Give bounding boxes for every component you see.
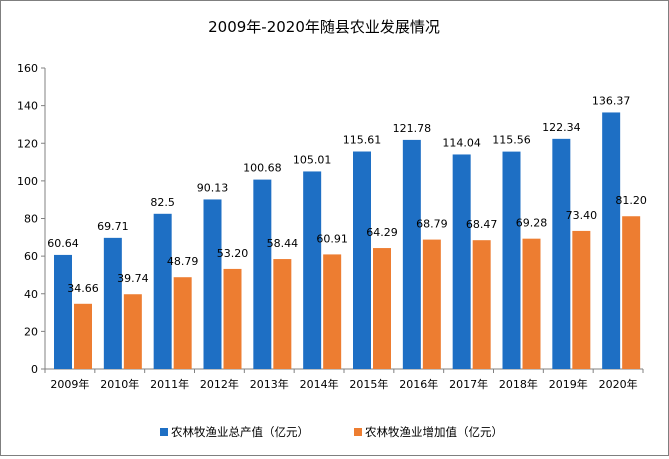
legend-swatch-added-value: [354, 428, 362, 436]
data-label-gross-output: 60.64: [47, 237, 79, 250]
data-label-added-value: 81.20: [615, 194, 647, 207]
data-label-gross-output: 105.01: [293, 153, 332, 166]
y-tick-label: 20: [24, 325, 38, 338]
x-axis: 2009年 2010年 2011年 2012年 2013年 2014年 2015年 2016年…: [44, 368, 644, 391]
bar-gross-output: [502, 151, 521, 369]
bar-gross-output: [552, 138, 571, 369]
x-tick-label: 2020年: [599, 377, 638, 391]
bar-gross-output: [452, 154, 471, 369]
bar-added-value: [373, 248, 391, 369]
bar-gross-output: [253, 179, 272, 369]
data-label-gross-output: 136.37: [592, 94, 631, 107]
data-label-gross-output: 100.68: [243, 162, 282, 175]
y-tick-label: 120: [17, 137, 38, 150]
bar-gross-output: [303, 171, 322, 369]
bar-added-value: [223, 268, 242, 369]
x-tick-label: 2009年: [50, 377, 89, 391]
data-label-gross-output: 121.78: [393, 122, 432, 135]
bar-added-value: [173, 277, 192, 369]
bar-gross-output: [54, 254, 72, 369]
x-tick-label: 2012年: [200, 377, 239, 391]
y-axis: 0 20 40 60 80 100 120 140 160: [17, 62, 46, 376]
data-label-gross-output: 115.56: [492, 134, 531, 147]
y-tick-label: 140: [17, 100, 38, 113]
data-label-added-value: 60.91: [316, 232, 348, 245]
data-label-added-value: 34.66: [67, 282, 99, 295]
legend: 农林牧渔业总产值（亿元） 农林牧渔业增加值（亿元）: [160, 425, 503, 439]
data-label-added-value: 68.79: [416, 218, 448, 231]
y-tick-label: 60: [24, 250, 38, 263]
data-label-added-value: 69.28: [516, 217, 548, 230]
bar-added-value: [74, 303, 92, 369]
data-label-added-value: 68.47: [466, 218, 498, 231]
data-label-added-value: 58.44: [267, 237, 299, 250]
legend-label-added-value: 农林牧渔业增加值（亿元）: [365, 425, 503, 439]
bar-gross-output: [203, 199, 222, 369]
data-label-added-value: 73.40: [566, 209, 598, 222]
bar-gross-output: [402, 139, 421, 369]
x-tick-label: 2011年: [150, 377, 189, 391]
y-tick-label: 160: [17, 62, 38, 75]
y-tick-label: 80: [24, 213, 38, 226]
bar-gross-output: [353, 151, 371, 369]
data-labels: 60.64 69.71 82.5 90.13 100.68 105.01 115.61 121…: [47, 94, 647, 294]
bar-added-value: [522, 238, 541, 369]
x-tick-label: 2015年: [349, 377, 388, 391]
data-label-added-value: 64.29: [366, 226, 398, 239]
data-label-gross-output: 82.5: [150, 196, 175, 209]
bar-added-value: [572, 230, 591, 369]
y-tick-label: 40: [24, 288, 38, 301]
legend-label-output: 农林牧渔业总产值（亿元）: [171, 425, 309, 439]
bar-series-group: [54, 112, 641, 370]
data-label-gross-output: 114.04: [442, 136, 481, 149]
y-tick-label: 0: [31, 363, 38, 376]
bar-added-value: [323, 254, 342, 369]
bar-gross-output: [103, 237, 122, 369]
x-tick-label: 2014年: [300, 377, 339, 391]
data-label-gross-output: 90.13: [197, 181, 229, 194]
bar-gross-output: [602, 112, 621, 370]
x-tick-label: 2018年: [499, 377, 538, 391]
bar-added-value: [622, 216, 641, 369]
data-label-gross-output: 69.71: [97, 220, 129, 233]
x-tick-label: 2013年: [250, 377, 289, 391]
bar-added-value: [123, 294, 142, 369]
legend-swatch-output: [160, 428, 168, 436]
y-tick-label: 100: [17, 175, 38, 188]
data-label-added-value: 53.20: [217, 247, 249, 260]
bar-gross-output: [153, 213, 172, 369]
data-label-gross-output: 115.61: [343, 134, 382, 147]
bar-added-value: [472, 240, 491, 369]
bar-added-value: [273, 259, 292, 369]
data-label-added-value: 48.79: [167, 255, 199, 268]
bar-added-value: [422, 239, 441, 369]
x-tick-label: 2010年: [100, 377, 139, 391]
x-tick-label: 2016年: [399, 377, 438, 391]
x-tick-label: 2019年: [549, 377, 588, 391]
chart-title: 2009年-2020年随县农业发展情况: [208, 18, 440, 36]
data-label-gross-output: 122.34: [542, 121, 581, 134]
data-label-added-value: 39.74: [117, 272, 149, 285]
x-tick-label: 2017年: [449, 377, 488, 391]
